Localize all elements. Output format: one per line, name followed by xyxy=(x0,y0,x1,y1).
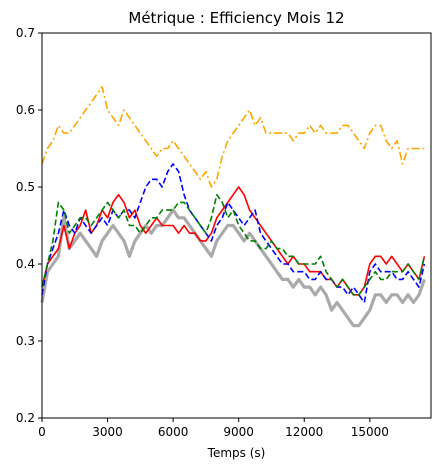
x-tick-label: 3000 xyxy=(92,425,123,439)
y-tick-label: 0.2 xyxy=(16,411,35,425)
x-tick-label: 12000 xyxy=(285,425,323,439)
x-tick-label: 9000 xyxy=(223,425,254,439)
x-axis: 0 3000 6000 9000 12000 15000 xyxy=(38,418,389,439)
series-line-4 xyxy=(41,193,426,296)
x-tick-label: 15000 xyxy=(351,425,389,439)
series-line-1 xyxy=(40,208,426,328)
y-tick-label: 0.6 xyxy=(16,103,35,117)
y-tick-label: 0.5 xyxy=(16,180,35,194)
y-axis: 0.2 0.3 0.4 0.5 0.6 0.7 xyxy=(16,26,42,425)
series-line-3 xyxy=(41,163,426,304)
y-tick-label: 0.4 xyxy=(16,257,35,271)
y-tick-label: 0.7 xyxy=(16,26,35,40)
y-tick-label: 0.3 xyxy=(16,334,35,348)
x-tick-label: 0 xyxy=(38,425,46,439)
x-tick-label: 6000 xyxy=(158,425,189,439)
series-group xyxy=(40,86,426,328)
series-line-5 xyxy=(41,86,425,188)
series-line-2 xyxy=(41,186,426,296)
chart-title: Métrique : Efficiency Mois 12 xyxy=(128,9,344,27)
x-axis-label: Temps (s) xyxy=(207,446,266,460)
plot-frame xyxy=(41,32,432,419)
